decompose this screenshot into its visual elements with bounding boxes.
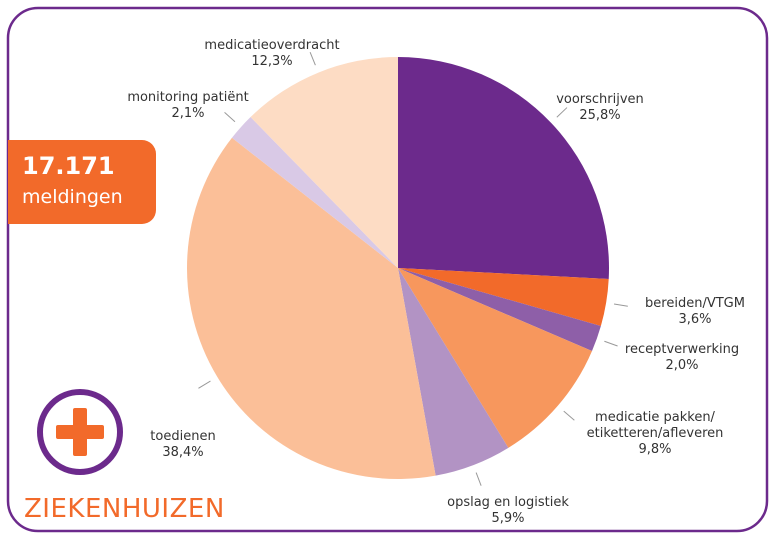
icon-circle (37, 389, 123, 475)
slice-value: 5,9% (491, 511, 525, 526)
slice-value: 2,1% (171, 106, 205, 121)
slice-label: medicatie pakken/ etiketteren/afleveren (586, 410, 724, 441)
pie-slice (398, 268, 509, 476)
leader-line (224, 112, 236, 123)
slice-value: 9,8% (638, 442, 672, 457)
badge: 17.171 meldingen (8, 140, 156, 224)
leader-line (198, 380, 211, 389)
slice-label: medicatieoverdracht (204, 38, 340, 53)
icon-plus (56, 425, 104, 439)
pie-slice (187, 137, 436, 480)
slice-label: voorschrijven (556, 92, 644, 107)
leader-line (604, 340, 618, 347)
slice-value: 38,4% (162, 445, 204, 460)
slice-value: 12,3% (251, 54, 293, 69)
leader-line (556, 107, 568, 118)
leader-line (613, 303, 628, 307)
slice-label: opslag en logistiek (447, 495, 569, 510)
pie-slice (398, 57, 609, 279)
leader-line (563, 410, 575, 421)
leader-line (309, 52, 316, 66)
pie-slice (398, 268, 609, 326)
slice-value: 3,6% (678, 312, 712, 327)
slice-value: 25,8% (579, 108, 621, 123)
frame (6, 6, 769, 533)
leader-line (475, 472, 482, 486)
footer-title: ZIEKENHUIZEN (24, 494, 225, 524)
badge-count: 17.171 (22, 152, 115, 180)
pie-slice (231, 117, 398, 268)
slice-value: 2,0% (665, 358, 699, 373)
slice-label: toedienen (150, 429, 216, 444)
pie-slice (398, 268, 601, 351)
pie-slice (398, 268, 593, 448)
slice-label: bereiden/VTGM (645, 296, 745, 311)
badge-label: meldingen (22, 186, 123, 208)
pie-slice (250, 57, 398, 268)
slice-label: monitoring patiënt (127, 90, 249, 105)
slice-label: receptverwerking (624, 342, 740, 357)
